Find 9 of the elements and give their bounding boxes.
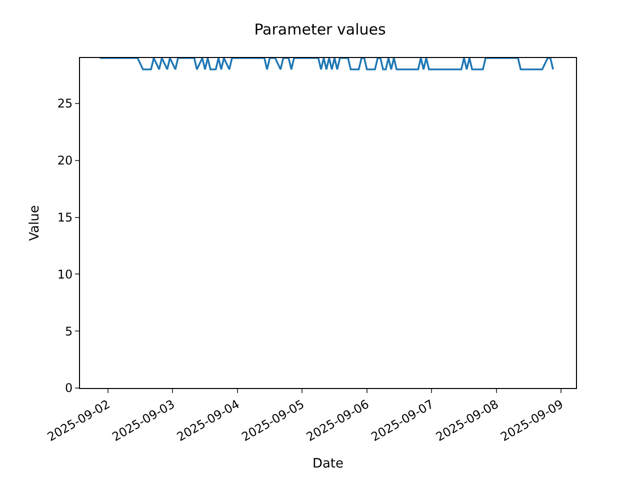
y-tick-label: 20 xyxy=(57,154,73,168)
x-axis-title: Date xyxy=(312,456,344,472)
y-tick-label: 15 xyxy=(57,210,73,225)
y-tick-label: 5 xyxy=(64,324,73,338)
chart-title: Parameter values xyxy=(254,20,386,38)
y-tick-label: 10 xyxy=(57,267,73,282)
y-axis-title: Value xyxy=(27,205,42,241)
y-tick-label: 25 xyxy=(57,96,73,111)
y-tick-label: 0 xyxy=(64,381,73,396)
